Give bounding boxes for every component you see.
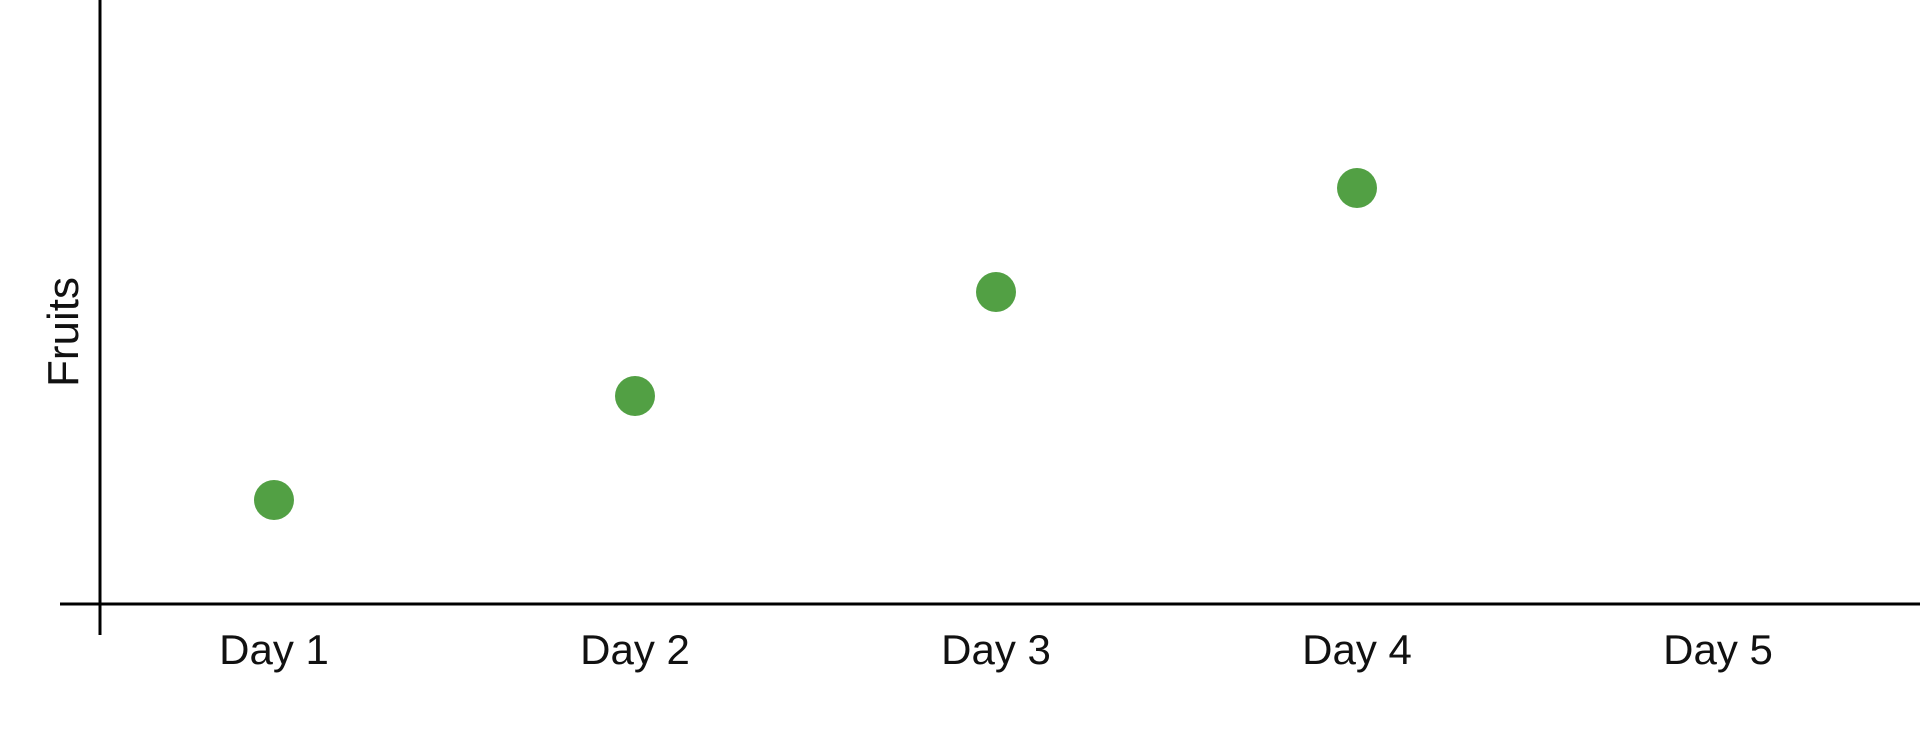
x-tick-labels: Day 1 Day 2 Day 3 Day 4 Day 5 bbox=[219, 626, 1773, 673]
data-point bbox=[615, 376, 655, 416]
data-point bbox=[976, 272, 1016, 312]
y-axis-title: Fruits bbox=[39, 277, 88, 387]
x-tick-label: Day 1 bbox=[219, 626, 329, 673]
data-points bbox=[254, 168, 1377, 520]
x-tick-label: Day 5 bbox=[1663, 626, 1773, 673]
data-point bbox=[254, 480, 294, 520]
x-tick-label: Day 2 bbox=[580, 626, 690, 673]
x-tick-label: Day 3 bbox=[941, 626, 1051, 673]
data-point bbox=[1337, 168, 1377, 208]
x-tick-label: Day 4 bbox=[1302, 626, 1412, 673]
